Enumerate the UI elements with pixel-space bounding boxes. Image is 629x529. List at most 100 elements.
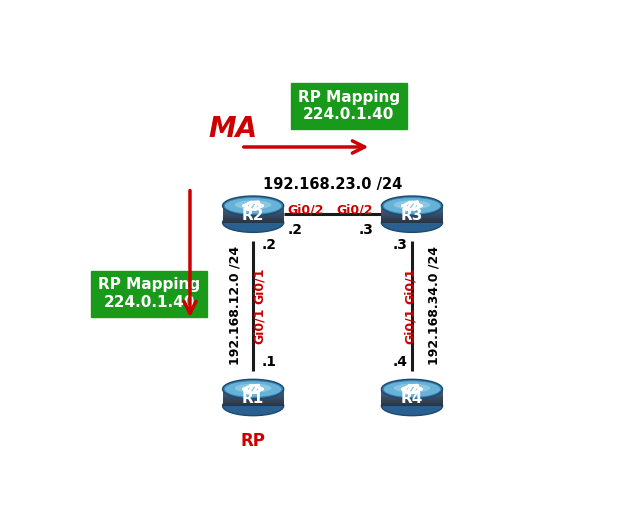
Polygon shape [381,215,443,216]
Text: 192.168.23.0 /24: 192.168.23.0 /24 [263,177,402,192]
Text: .2: .2 [287,223,303,237]
Polygon shape [223,400,284,402]
Polygon shape [381,205,443,207]
Text: .3: .3 [393,238,408,252]
Ellipse shape [381,213,443,232]
Polygon shape [223,395,284,396]
Polygon shape [381,389,443,391]
Polygon shape [223,205,284,207]
Polygon shape [381,394,443,395]
Polygon shape [223,212,284,213]
Polygon shape [223,215,284,216]
Polygon shape [381,215,443,217]
Polygon shape [223,213,284,214]
Ellipse shape [235,200,272,209]
Polygon shape [381,211,443,213]
Polygon shape [223,216,284,217]
Ellipse shape [394,200,430,209]
Text: R1: R1 [242,391,264,406]
Polygon shape [381,206,443,207]
Polygon shape [223,209,284,210]
Ellipse shape [394,384,430,393]
Polygon shape [381,220,443,221]
Polygon shape [223,405,284,406]
Polygon shape [223,393,284,394]
Text: Gi0/2: Gi0/2 [287,203,324,216]
Polygon shape [223,209,284,211]
Text: 192.168.12.0 /24: 192.168.12.0 /24 [228,247,242,366]
Text: RP Mapping
224.0.1.40: RP Mapping 224.0.1.40 [298,90,400,122]
Ellipse shape [381,196,443,215]
Text: R2: R2 [242,207,264,223]
Polygon shape [223,394,284,395]
Polygon shape [381,402,443,403]
Polygon shape [381,217,443,218]
Polygon shape [381,392,443,393]
Polygon shape [223,397,284,398]
Polygon shape [381,218,443,219]
Polygon shape [381,403,443,404]
Polygon shape [381,213,443,214]
Polygon shape [381,389,443,390]
Polygon shape [223,398,284,399]
Polygon shape [381,399,443,400]
Polygon shape [223,404,284,405]
Polygon shape [381,400,443,402]
Polygon shape [223,391,284,393]
Polygon shape [381,397,443,398]
Polygon shape [381,208,443,209]
Ellipse shape [381,396,443,416]
Polygon shape [381,214,443,215]
Polygon shape [223,218,284,219]
Polygon shape [381,389,443,406]
Polygon shape [223,207,284,208]
Polygon shape [381,396,443,397]
Polygon shape [223,221,284,222]
Text: MA: MA [208,115,257,143]
Text: .3: .3 [359,223,373,237]
Polygon shape [223,221,284,223]
Polygon shape [223,399,284,401]
Polygon shape [223,219,284,220]
Text: Gi0/1: Gi0/1 [253,308,265,344]
Polygon shape [381,395,443,397]
Text: Gi0/1: Gi0/1 [253,267,265,304]
Polygon shape [223,396,284,397]
Polygon shape [381,393,443,394]
Polygon shape [223,392,284,393]
Polygon shape [381,390,443,391]
Ellipse shape [223,196,284,215]
Polygon shape [381,405,443,406]
Text: Gi0/2: Gi0/2 [337,203,373,216]
Polygon shape [223,211,284,213]
Ellipse shape [223,213,284,232]
Polygon shape [223,220,284,221]
Polygon shape [223,395,284,397]
Polygon shape [381,221,443,222]
Polygon shape [381,219,443,220]
Ellipse shape [235,384,272,393]
Polygon shape [381,395,443,396]
Polygon shape [381,212,443,213]
Polygon shape [223,206,284,207]
Text: Gi0/1: Gi0/1 [403,267,416,304]
Polygon shape [223,403,284,404]
Text: R3: R3 [401,207,423,223]
Text: RP: RP [241,432,265,450]
Polygon shape [381,207,443,208]
Polygon shape [381,221,443,223]
Polygon shape [223,389,284,406]
Polygon shape [381,399,443,401]
Polygon shape [223,214,284,215]
Polygon shape [223,389,284,390]
Polygon shape [223,389,284,391]
Polygon shape [381,209,443,210]
Ellipse shape [381,379,443,399]
Ellipse shape [223,379,284,399]
Polygon shape [223,217,284,218]
Ellipse shape [225,381,281,397]
Ellipse shape [384,198,440,214]
Polygon shape [381,206,443,223]
Ellipse shape [223,396,284,416]
Ellipse shape [225,198,281,214]
